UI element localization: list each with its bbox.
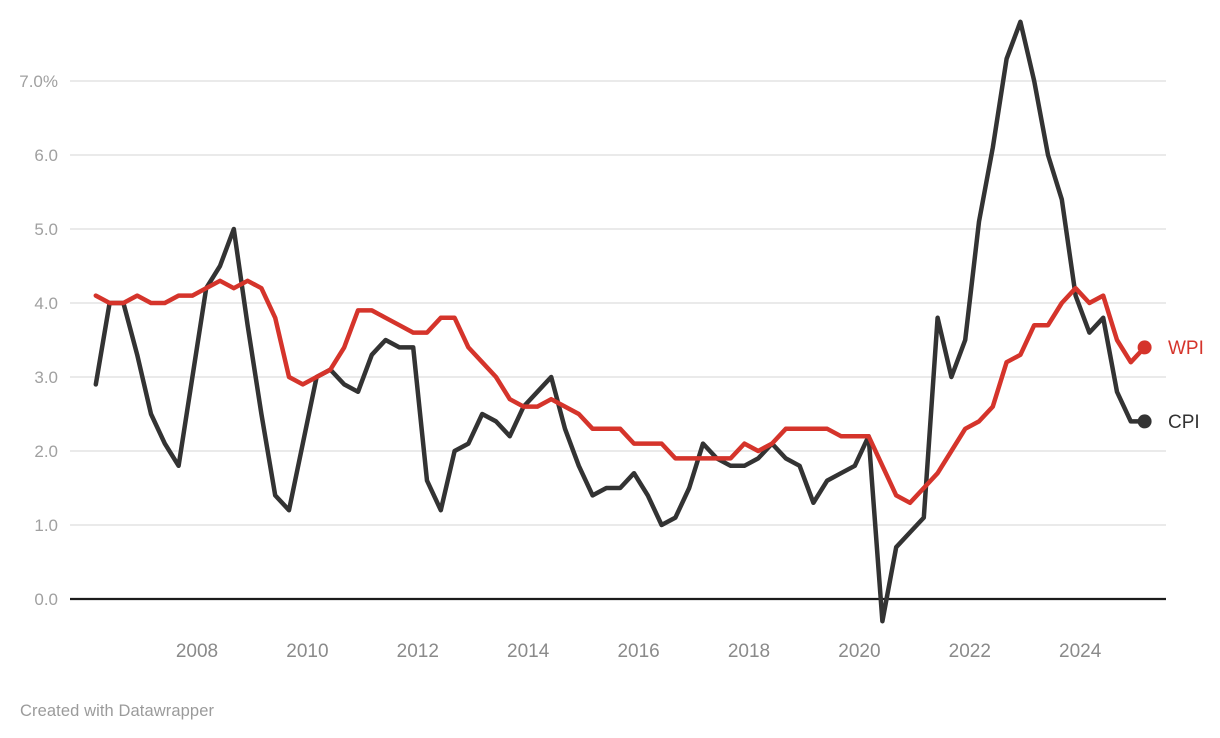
- y-axis-label-4.0: 4.0: [34, 294, 58, 313]
- datawrapper-credit: Created with Datawrapper: [20, 702, 215, 720]
- x-axis-label-2012: 2012: [397, 641, 439, 662]
- y-axis-label-2.0: 2.0: [34, 442, 58, 461]
- wpi-end-dot: [1137, 340, 1152, 355]
- y-axis-label-1.0: 1.0: [34, 516, 58, 535]
- y-axis-label-0.0: 0.0: [34, 590, 58, 609]
- wpi-cpi-line-chart: 0.0 1.0 2.0 3.0 4.0 5.0 6.0 7.0% 2008 2010 2012 201…: [19, 19, 1204, 662]
- x-axis-label-2016: 2016: [617, 641, 659, 662]
- y-axis-label-6.0: 6.0: [34, 146, 58, 165]
- x-axis-label-2024: 2024: [1059, 641, 1102, 662]
- cpi-end-dot: [1137, 414, 1152, 429]
- wpi-series-label: WPI: [1168, 338, 1204, 359]
- y-axis-label-5.0: 5.0: [34, 220, 58, 239]
- y-axis-label-3.0: 3.0: [34, 368, 58, 387]
- x-axis-label-2014: 2014: [507, 641, 550, 662]
- x-axis-label-2018: 2018: [728, 641, 770, 662]
- x-axis-label-2010: 2010: [286, 641, 328, 662]
- cpi-series-label: CPI: [1168, 412, 1200, 433]
- x-axis-label-2020: 2020: [838, 641, 880, 662]
- x-axis-label-2022: 2022: [949, 641, 991, 662]
- x-axis-label-2008: 2008: [176, 641, 218, 662]
- y-axis-label-7.0pct: 7.0%: [19, 72, 58, 91]
- cpi-line: [93, 19, 1147, 624]
- wpi-line: [93, 278, 1147, 506]
